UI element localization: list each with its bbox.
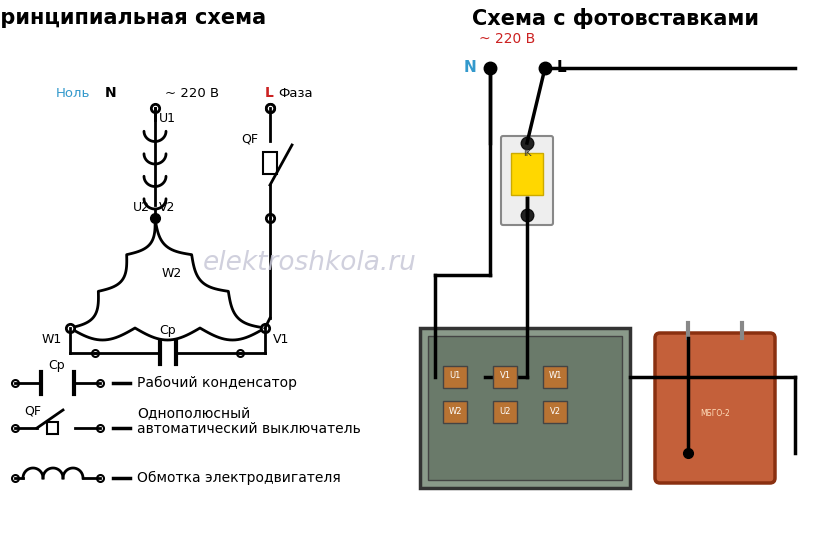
Bar — [543, 401, 567, 423]
Text: Однополюсный
автоматический выключатель: Однополюсный автоматический выключатель — [137, 406, 361, 436]
Text: QF: QF — [24, 404, 42, 417]
Text: QF: QF — [241, 132, 258, 145]
Bar — [443, 401, 467, 423]
Text: Cp: Cp — [159, 324, 176, 337]
Bar — [511, 153, 543, 195]
Text: Принципиальная схема: Принципиальная схема — [0, 8, 267, 28]
FancyBboxPatch shape — [501, 136, 553, 225]
Bar — [428, 336, 622, 480]
Text: N: N — [463, 60, 476, 75]
Bar — [493, 366, 517, 388]
Text: U1: U1 — [159, 112, 176, 125]
Text: U2: U2 — [133, 201, 150, 214]
Text: Обмотка электродвигателя: Обмотка электродвигателя — [137, 471, 341, 485]
Text: W1: W1 — [42, 333, 62, 346]
Text: W2: W2 — [448, 406, 461, 416]
Bar — [263, 152, 277, 174]
Text: МБГО-2: МБГО-2 — [700, 408, 730, 417]
Bar — [443, 366, 467, 388]
Bar — [47, 422, 58, 434]
Text: W2: W2 — [161, 267, 181, 280]
Bar — [493, 401, 517, 423]
Text: V2: V2 — [549, 406, 560, 416]
Text: ~ 220 В: ~ 220 В — [165, 87, 219, 100]
Text: Рабочий конденсатор: Рабочий конденсатор — [137, 376, 297, 390]
Text: V1: V1 — [499, 372, 511, 381]
Bar — [543, 366, 567, 388]
Text: L: L — [557, 60, 567, 75]
Text: elektroshkola.ru: elektroshkola.ru — [203, 250, 417, 276]
Text: Схема с фотовставками: Схема с фотовставками — [472, 8, 758, 29]
Text: Cp: Cp — [48, 359, 65, 372]
Text: Фаза: Фаза — [278, 87, 313, 100]
Text: W1: W1 — [548, 372, 562, 381]
Text: ~ 220 В: ~ 220 В — [479, 32, 536, 46]
Text: N: N — [105, 86, 117, 100]
Text: U2: U2 — [499, 406, 511, 416]
Text: V2: V2 — [159, 201, 176, 214]
Text: Ноль: Ноль — [56, 87, 90, 100]
Text: V1: V1 — [273, 333, 289, 346]
FancyBboxPatch shape — [655, 333, 775, 483]
Bar — [420, 328, 630, 488]
Text: IK: IK — [522, 148, 531, 157]
Text: L: L — [265, 86, 274, 100]
Text: U1: U1 — [449, 372, 461, 381]
